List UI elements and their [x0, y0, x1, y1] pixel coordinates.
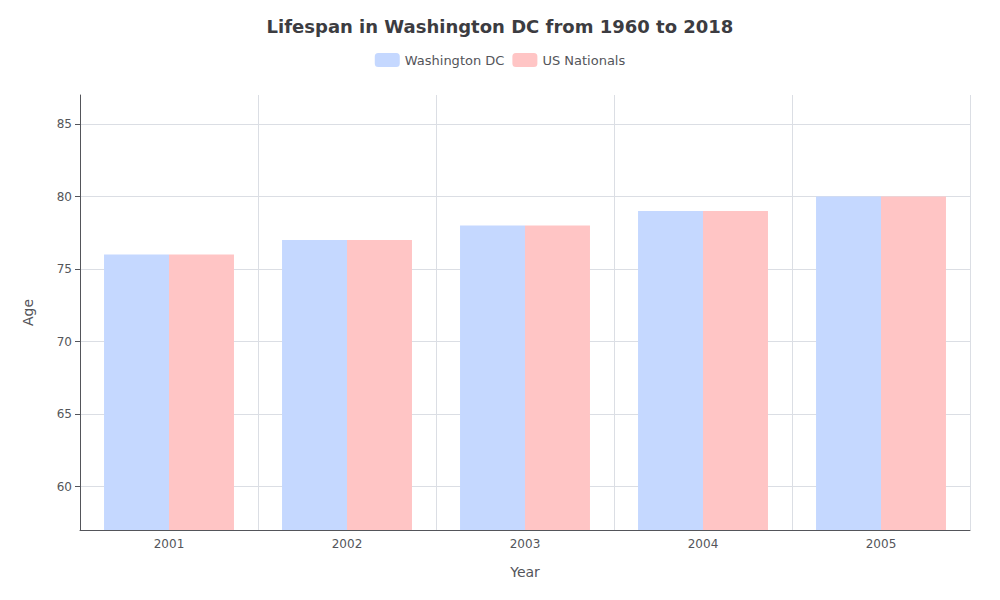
svg-text:70: 70	[57, 335, 72, 349]
svg-text:Age: Age	[20, 299, 36, 326]
svg-text:Lifespan in Washington DC from: Lifespan in Washington DC from 1960 to 2…	[267, 16, 734, 37]
svg-text:US Nationals: US Nationals	[542, 53, 625, 68]
svg-text:Year: Year	[509, 564, 540, 580]
svg-text:2004: 2004	[688, 537, 719, 551]
svg-text:2005: 2005	[866, 537, 897, 551]
svg-text:2002: 2002	[332, 537, 363, 551]
svg-text:60: 60	[57, 480, 72, 494]
svg-text:2003: 2003	[510, 537, 541, 551]
svg-text:85: 85	[57, 117, 72, 131]
svg-text:2001: 2001	[154, 537, 185, 551]
svg-text:80: 80	[57, 190, 72, 204]
svg-text:Washington DC: Washington DC	[405, 53, 505, 68]
svg-text:75: 75	[57, 262, 72, 276]
svg-text:65: 65	[57, 407, 72, 421]
